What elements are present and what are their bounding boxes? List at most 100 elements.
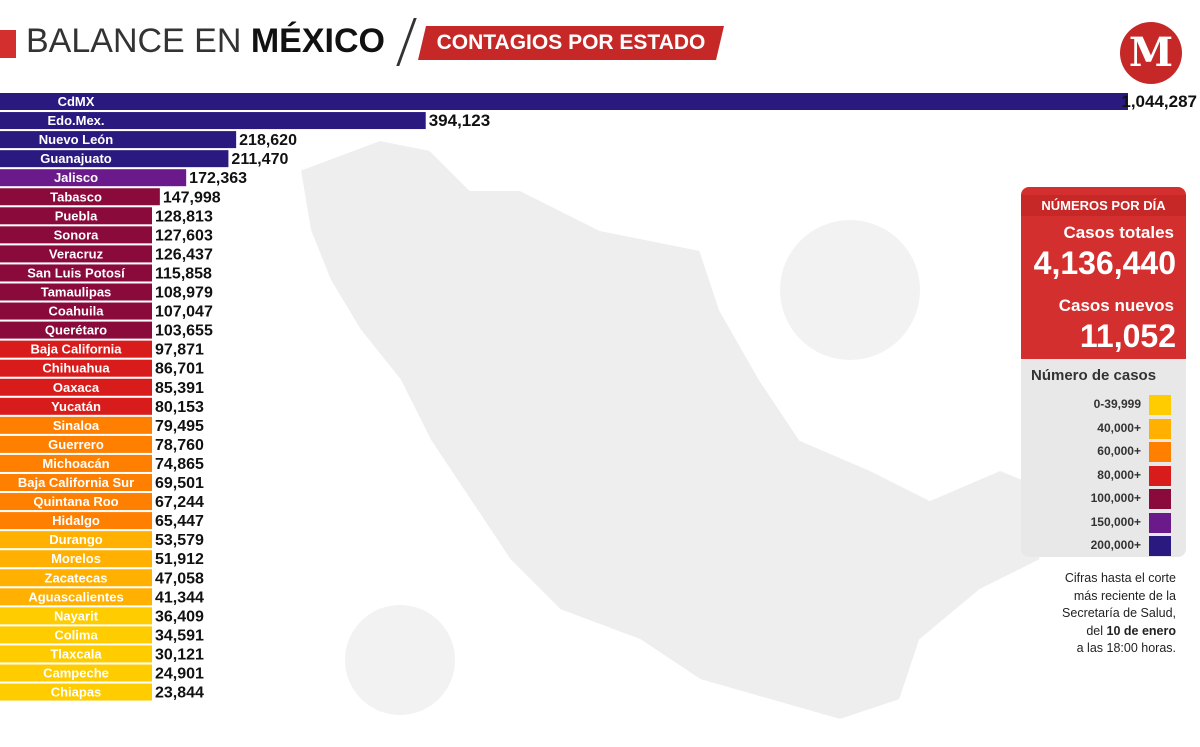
legend-swatch	[1149, 512, 1171, 533]
category-label: Veracruz	[49, 246, 104, 261]
new-cases-value: 11,052	[1079, 318, 1176, 354]
legend-label: 100,000+	[1090, 491, 1141, 505]
category-label: Morelos	[51, 551, 101, 566]
value-label: 51,912	[155, 551, 204, 568]
category-label: Chiapas	[51, 685, 102, 700]
bar-21	[0, 493, 152, 511]
legend-swatch	[1149, 395, 1171, 415]
bar-15	[0, 378, 152, 396]
category-label: Hidalgo	[52, 513, 100, 528]
header-accent	[0, 30, 16, 58]
category-label: Puebla	[55, 208, 98, 223]
bar-26	[0, 588, 152, 606]
value-label: 172,363	[189, 170, 247, 187]
category-label: Tlaxcala	[50, 646, 102, 661]
value-label: 53,579	[155, 532, 204, 549]
mexico-map-background	[298, 138, 1052, 722]
category-label: Edo.Mex.	[47, 113, 104, 128]
bar-20	[0, 474, 152, 491]
value-label: 126,437	[155, 246, 213, 263]
value-label: 211,470	[231, 151, 288, 168]
legend-item: 0-39,999	[1021, 395, 1171, 415]
value-label: 24,901	[155, 666, 204, 683]
value-label: 74,865	[155, 456, 204, 473]
category-label: Durango	[49, 532, 103, 547]
total-cases-value: 4,136,440	[1033, 245, 1176, 281]
legend-label: 80,000+	[1097, 467, 1141, 482]
total-cases-label: Casos totales	[1063, 223, 1174, 242]
legend-item: 40,000+	[1021, 418, 1171, 439]
bar-14	[0, 359, 152, 377]
source-note: Cifras hasta el corte más reciente de la…	[1062, 571, 1176, 655]
bar-25	[0, 569, 152, 587]
value-label: 1,044,287	[1121, 92, 1197, 111]
legend-item: 100,000+	[1021, 489, 1171, 509]
bar-10	[0, 283, 152, 301]
legend-swatch	[1149, 489, 1171, 509]
value-label: 41,344	[155, 589, 204, 606]
bar-5	[0, 188, 160, 206]
bar-12	[0, 321, 152, 339]
bar-4	[0, 169, 187, 187]
category-label: Guerrero	[48, 437, 104, 452]
value-label: 65,447	[155, 513, 204, 530]
category-label: Aguascalientes	[28, 589, 123, 604]
bar-28	[0, 626, 152, 644]
legend-label: 40,000+	[1097, 420, 1141, 435]
side-panel: NÚMEROS POR DÍA Casos totales 4,136,440 …	[1021, 187, 1186, 557]
bar-24	[0, 550, 152, 568]
bar-9	[0, 264, 152, 282]
value-label: 85,391	[155, 380, 204, 397]
value-label: 79,495	[155, 418, 204, 435]
chart-subtitle: CONTAGIOS POR ESTADO	[418, 26, 724, 60]
value-label: 218,620	[239, 132, 297, 149]
category-label: Oaxaca	[53, 380, 100, 395]
new-cases-label: Casos nuevos	[1058, 296, 1174, 315]
value-label: 78,760	[155, 437, 204, 454]
legend-swatch	[1149, 442, 1171, 462]
category-label: Querétaro	[45, 323, 107, 338]
bar-1	[0, 112, 426, 130]
legend-swatch	[1149, 465, 1171, 486]
bar-11	[0, 302, 152, 320]
legend-swatch	[1149, 418, 1171, 439]
legend-item: 80,000+	[1021, 465, 1171, 486]
milenio-logo: M	[1120, 22, 1182, 84]
bar-7	[0, 226, 152, 244]
bar-17	[0, 416, 152, 434]
category-label: Tabasco	[50, 189, 102, 204]
bar-series: CdMX 1,044,287 Edo.Mex. 394,123 Nuevo León 21…	[0, 92, 1197, 702]
bar-27	[0, 607, 152, 625]
value-label: 107,047	[155, 304, 213, 321]
bar-22	[0, 512, 152, 530]
bar-2	[0, 131, 237, 149]
bar-0	[0, 93, 1128, 110]
value-label: 394,123	[429, 111, 490, 130]
legend-label: 60,000+	[1097, 444, 1141, 458]
category-label: Jalisco	[54, 170, 98, 185]
value-label: 128,813	[155, 208, 213, 225]
page-title: BALANCE EN MÉXICO	[26, 22, 385, 60]
category-label: Nayarit	[54, 608, 99, 623]
daily-numbers-title: NÚMEROS POR DÍA	[1021, 195, 1186, 216]
value-label: 47,058	[155, 570, 204, 587]
category-label: Nuevo León	[39, 132, 113, 147]
value-label: 103,655	[155, 323, 213, 340]
bar-8	[0, 245, 152, 263]
category-label: Yucatán	[51, 399, 101, 414]
category-label: San Luis Potosí	[27, 265, 125, 280]
value-label: 147,998	[163, 189, 221, 206]
bar-29	[0, 645, 152, 663]
value-label: 80,153	[155, 399, 204, 416]
category-label: Coahuila	[49, 304, 105, 319]
value-label: 67,244	[155, 494, 204, 511]
legend-item: 60,000+	[1021, 442, 1171, 462]
category-label: Quintana Roo	[33, 494, 118, 509]
legend-item: 150,000+	[1021, 512, 1171, 533]
legend-title: Número de casos	[1031, 367, 1157, 384]
category-label: Sonora	[54, 227, 100, 242]
category-label: Campeche	[43, 666, 109, 681]
category-label: Tamaulipas	[41, 285, 112, 300]
bar-31	[0, 683, 152, 701]
value-label: 23,844	[155, 685, 204, 702]
